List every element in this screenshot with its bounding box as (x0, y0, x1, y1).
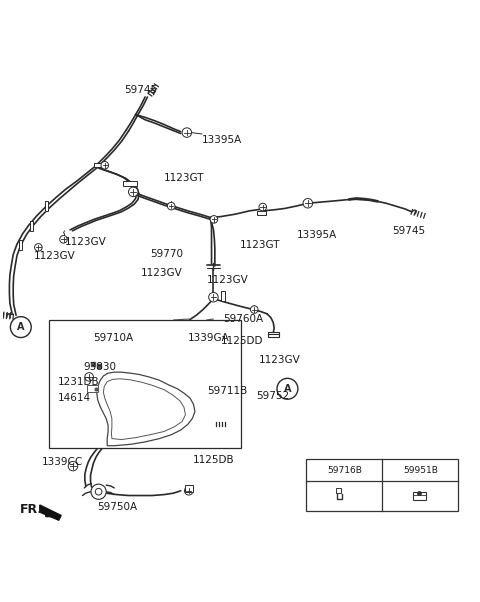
Bar (45, 201, 48, 211)
Text: 1123GT: 1123GT (164, 173, 204, 182)
Circle shape (60, 235, 67, 243)
Bar (413, 492, 426, 500)
Circle shape (85, 373, 94, 381)
Circle shape (303, 199, 312, 208)
Circle shape (184, 486, 193, 495)
Text: 1231DB: 1231DB (57, 377, 99, 386)
Text: 59770: 59770 (150, 249, 183, 258)
Circle shape (91, 484, 106, 499)
Text: 1123GV: 1123GV (207, 275, 249, 285)
Bar (123, 181, 137, 185)
Text: 59760A: 59760A (223, 314, 264, 324)
Text: 59752: 59752 (257, 391, 290, 401)
Circle shape (259, 203, 266, 211)
Text: A: A (17, 322, 24, 332)
Bar (19, 240, 23, 250)
Bar (221, 291, 225, 301)
Text: 1123GT: 1123GT (240, 240, 280, 250)
Text: 1339GA: 1339GA (188, 333, 229, 343)
Circle shape (11, 317, 31, 338)
Circle shape (129, 187, 138, 197)
Text: 1123GV: 1123GV (64, 237, 106, 247)
Bar (267, 332, 279, 337)
Text: 1123GV: 1123GV (34, 251, 75, 261)
Bar (306, 459, 458, 510)
Text: 59745: 59745 (392, 226, 425, 236)
Circle shape (182, 128, 192, 137)
Circle shape (210, 216, 218, 223)
Text: 1123GV: 1123GV (140, 267, 182, 278)
Text: 13395A: 13395A (297, 229, 337, 240)
Polygon shape (40, 505, 61, 520)
Text: FR.: FR. (19, 503, 43, 517)
Bar (87, 385, 97, 392)
Text: 1125DD: 1125DD (221, 337, 264, 346)
Circle shape (101, 161, 108, 169)
Text: A: A (284, 383, 291, 394)
Circle shape (96, 488, 102, 495)
Text: 59745: 59745 (124, 85, 157, 95)
Text: 59951B: 59951B (403, 466, 438, 475)
Text: 14614: 14614 (57, 393, 90, 403)
Text: 59711B: 59711B (207, 386, 247, 396)
Circle shape (68, 461, 78, 471)
Text: 59716B: 59716B (327, 466, 362, 475)
Circle shape (168, 202, 175, 210)
Circle shape (277, 378, 298, 399)
Circle shape (35, 244, 42, 251)
Bar (336, 488, 341, 492)
Bar (49, 320, 241, 448)
Text: 13395A: 13395A (202, 135, 242, 144)
Text: 59710A: 59710A (93, 333, 133, 343)
Circle shape (209, 293, 218, 302)
Circle shape (251, 306, 258, 313)
Text: 1123GV: 1123GV (259, 355, 301, 365)
Bar (30, 222, 33, 231)
Text: 1125DB: 1125DB (192, 455, 234, 465)
Text: 59750A: 59750A (97, 503, 138, 512)
Bar (95, 163, 106, 167)
Bar (257, 211, 266, 215)
Bar (185, 485, 192, 492)
Text: 1339CC: 1339CC (42, 458, 83, 467)
Text: 93830: 93830 (84, 362, 117, 373)
